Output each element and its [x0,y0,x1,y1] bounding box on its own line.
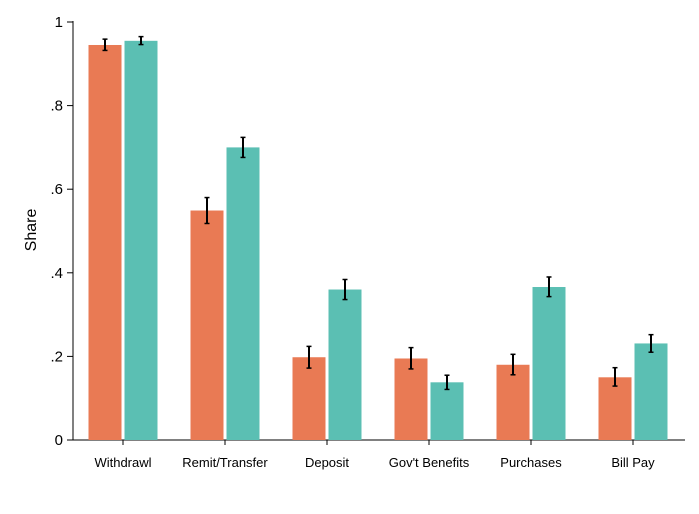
bars-group [88,40,668,441]
bar [226,147,260,440]
bar [394,358,428,440]
y-tick-label: .8 [50,98,63,115]
x-tick-label: Deposit [305,455,349,470]
y-tick-label: .6 [50,181,63,198]
bar [496,364,530,440]
x-tick-label: Remit/Transfer [182,455,268,470]
bar [292,357,326,440]
bar [88,44,122,441]
bar [634,343,668,440]
bar [328,289,362,440]
x-tick-label: Bill Pay [611,455,655,470]
y-tick-label: .2 [50,348,63,365]
x-tick-label: Gov't Benefits [389,455,470,470]
y-axis: 0 .2 .4 .6 .8 1 [50,14,74,449]
bar [124,40,158,441]
x-axis: Withdrawl Remit/Transfer Deposit Gov't Bene… [73,439,685,470]
bar [598,377,632,440]
bar [430,382,464,440]
y-tick-label: .4 [50,265,63,282]
y-axis-title: Share [23,209,40,252]
y-tick-label: 1 [55,14,63,31]
x-tick-label: Withdrawl [94,455,151,470]
y-tick-label: 0 [55,432,63,449]
x-tick-label: Purchases [500,455,562,470]
bar [190,210,224,440]
bar [532,287,566,440]
error-bars-group [102,35,654,391]
